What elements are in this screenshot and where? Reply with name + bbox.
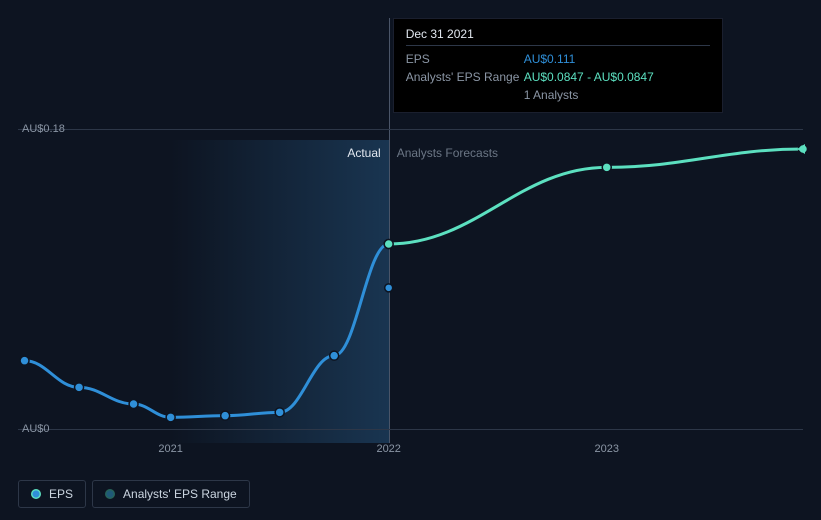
tooltip-title: Dec 31 2021 [406, 27, 710, 46]
legend-item-eps[interactable]: EPS [18, 480, 86, 508]
tooltip-label [406, 88, 524, 102]
legend-item-range[interactable]: Analysts' EPS Range [92, 480, 250, 508]
chart-legend: EPS Analysts' EPS Range [18, 480, 250, 508]
tooltip-label: EPS [406, 52, 524, 66]
legend-label: EPS [49, 487, 73, 501]
tooltip-label: Analysts' EPS Range [406, 70, 524, 84]
legend-swatch-icon [105, 489, 115, 499]
eps-chart: AU$0.18 AU$0 2021 2022 2023 Actual Analy… [0, 0, 821, 520]
tooltip-value: AU$0.0847 - AU$0.0847 [524, 70, 654, 84]
tooltip-value: 1 Analysts [524, 88, 579, 102]
tooltip-value: AU$0.111 [524, 52, 576, 66]
legend-swatch-icon [31, 489, 41, 499]
chart-tooltip: Dec 31 2021 EPS AU$0.111 Analysts' EPS R… [393, 18, 723, 113]
plot-area[interactable]: AU$0.18 AU$0 2021 2022 2023 Actual Analy… [18, 18, 803, 460]
legend-label: Analysts' EPS Range [123, 487, 237, 501]
